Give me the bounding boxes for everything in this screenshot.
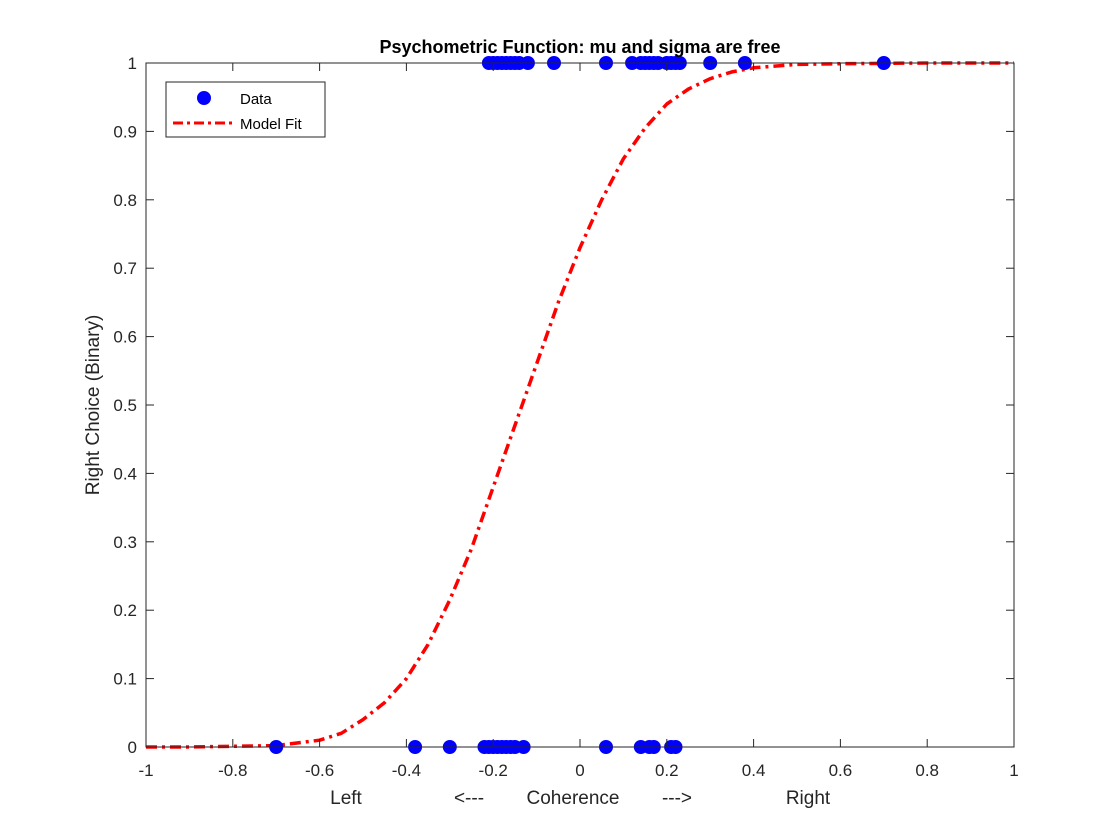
y-tick-label: 0.2 [113, 601, 137, 620]
y-tick-label: 0.6 [113, 328, 137, 347]
y-tick-label: 0.8 [113, 191, 137, 210]
y-axis-label: Right Choice (Binary) [83, 315, 104, 496]
y-tick-label: 0.7 [113, 259, 137, 278]
x-tick-label: 0.6 [829, 761, 853, 780]
x-axis-label-coherence: Coherence [527, 788, 620, 809]
y-tick-label: 0.5 [113, 396, 137, 415]
y-tick-label: 0.1 [113, 670, 137, 689]
y-tick-label: 0.3 [113, 533, 137, 552]
x-tick-label: 0.2 [655, 761, 679, 780]
x-tick-label: 1 [1009, 761, 1018, 780]
x-axis-label-right-arrow: ---> [662, 788, 692, 809]
x-tick-label: -1 [138, 761, 153, 780]
legend: Data Model Fit [165, 81, 326, 138]
x-tick-label: -0.2 [479, 761, 508, 780]
x-axis-label-right: Right [786, 788, 831, 809]
legend-label-model-fit: Model Fit [240, 116, 303, 133]
x-tick-label: 0.8 [915, 761, 939, 780]
plot-area [146, 63, 1014, 747]
x-tick-label: -0.6 [305, 761, 334, 780]
x-axis-label-left: Left [330, 788, 362, 809]
x-tick-label: 0 [575, 761, 584, 780]
x-tick-label: -0.8 [218, 761, 247, 780]
chart-title: Psychometric Function: mu and sigma are … [379, 37, 780, 57]
x-tick-label: 0.4 [742, 761, 766, 780]
x-axis-label-left-arrow: <--- [454, 788, 484, 809]
x-tick-label: -0.4 [392, 761, 421, 780]
y-tick-label: 0.9 [113, 122, 137, 141]
y-tick-label: 1 [128, 54, 137, 73]
legend-label-data: Data [240, 91, 272, 108]
x-axis-label: Left <--- Coherence ---> Right [330, 788, 831, 809]
y-tick-label: 0 [128, 738, 137, 757]
legend-box [165, 81, 326, 138]
x-axis-ticks: -1 -0.8 -0.6 -0.4 -0.2 0 0.2 0.4 0.6 0.8 1 [138, 63, 1019, 780]
legend-data-marker [197, 91, 211, 105]
y-tick-label: 0.4 [113, 464, 137, 483]
y-axis-ticks: 0 0.1 0.2 0.3 0.4 0.5 0.6 0.7 0.8 0.9 1 [113, 54, 1014, 757]
